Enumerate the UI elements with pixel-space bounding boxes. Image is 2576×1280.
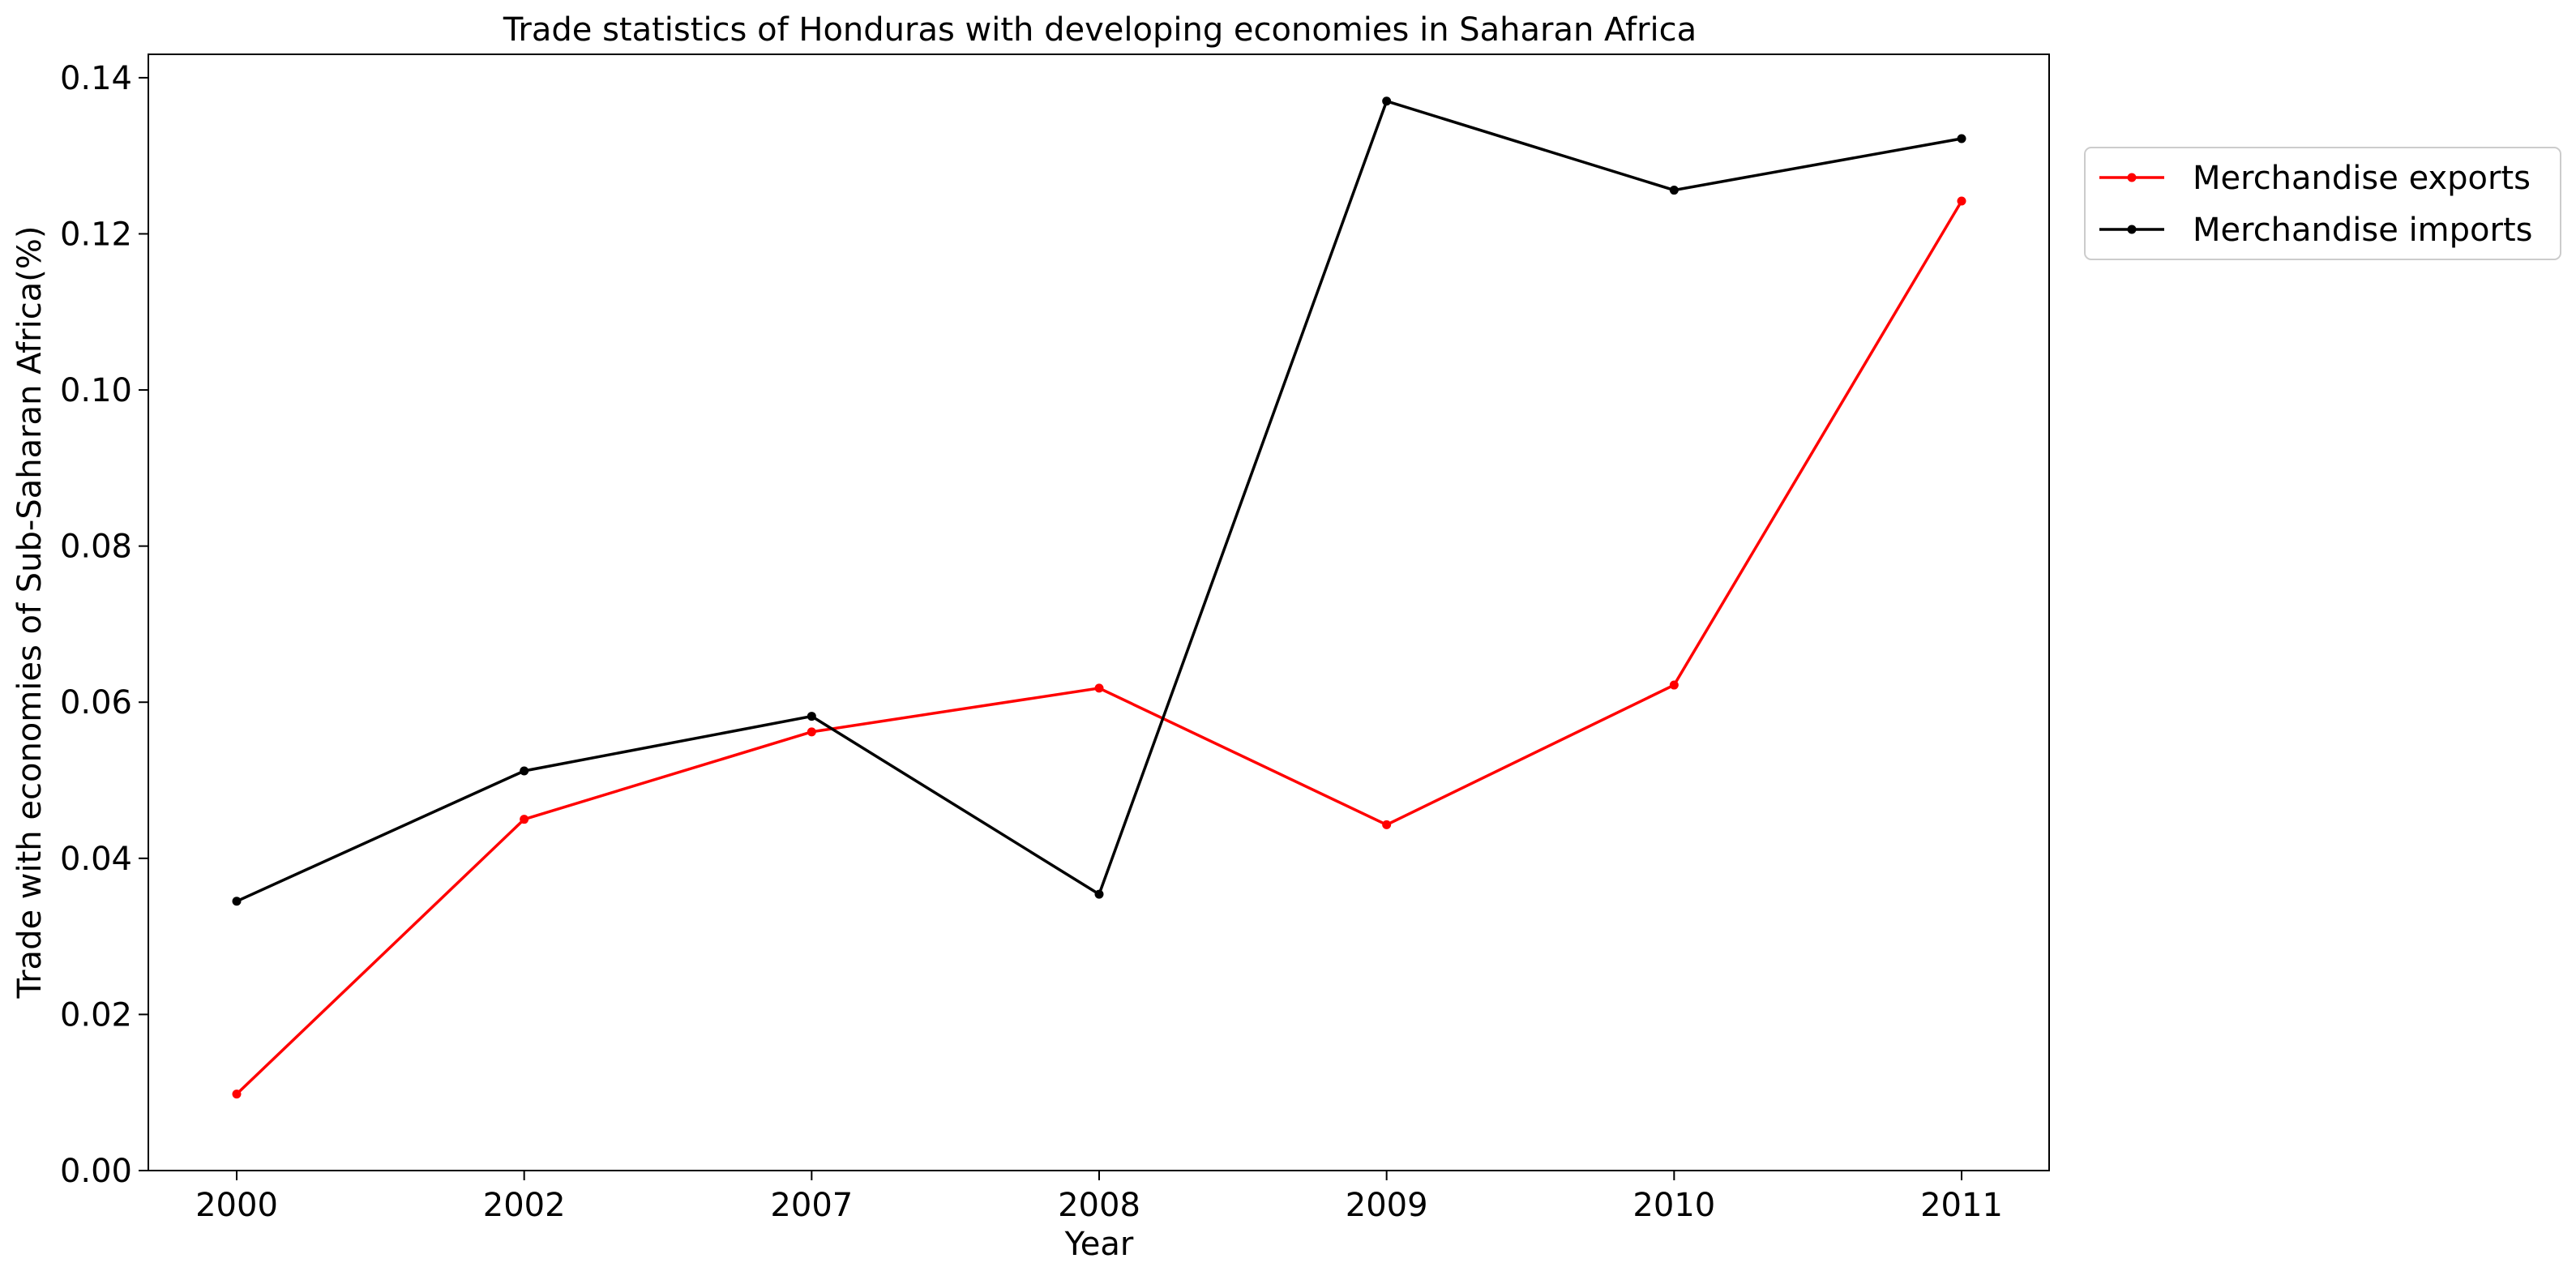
x-tick-label: 2002	[483, 1187, 566, 1224]
data-point-merchandise-imports	[520, 766, 529, 776]
legend-marker-merchandise-exports	[2127, 173, 2137, 182]
data-point-merchandise-imports	[1382, 96, 1392, 106]
data-point-merchandise-exports	[1957, 196, 1966, 206]
x-tick-label: 2010	[1632, 1187, 1715, 1224]
y-tick-label: 0.10	[60, 372, 132, 409]
data-point-merchandise-imports	[1094, 889, 1104, 899]
data-point-merchandise-exports	[1382, 820, 1392, 829]
data-point-merchandise-exports	[1094, 683, 1104, 693]
chart-title: Trade statistics of Honduras with develo…	[503, 11, 1697, 49]
x-axis: 2000 2002 2007 2008 2009 2010 2011	[195, 1171, 2003, 1224]
data-point-merchandise-exports	[520, 815, 529, 824]
data-point-merchandise-exports	[807, 727, 816, 737]
y-tick-label: 0.12	[60, 216, 132, 253]
data-point-merchandise-exports	[1669, 680, 1679, 690]
legend-marker-merchandise-imports	[2127, 225, 2137, 234]
legend-label-merchandise-exports: Merchandise exports	[2193, 160, 2531, 197]
y-tick-label: 0.00	[60, 1153, 132, 1190]
data-point-merchandise-imports	[1957, 134, 1966, 143]
legend-box	[2084, 147, 2561, 260]
y-axis-label: Trade with economies of Sub-Saharan Afri…	[11, 226, 49, 1000]
y-tick-label: 0.08	[60, 529, 132, 566]
data-point-merchandise-imports	[1669, 186, 1679, 195]
x-tick-label: 2008	[1058, 1187, 1140, 1224]
x-axis-label: Year	[1064, 1226, 1134, 1263]
data-point-merchandise-imports	[807, 712, 816, 721]
data-point-merchandise-exports	[232, 1089, 242, 1099]
x-tick-label: 2007	[770, 1187, 853, 1224]
x-tick-label: 2011	[1920, 1187, 2003, 1224]
legend: Merchandise exports Merchandise imports	[2084, 147, 2561, 260]
y-axis: 0.00 0.02 0.04 0.06 0.08 0.10 0.12 0.14	[60, 60, 148, 1190]
y-tick-label: 0.04	[60, 841, 132, 878]
x-tick-label: 2009	[1346, 1187, 1428, 1224]
legend-label-merchandise-imports: Merchandise imports	[2193, 212, 2532, 249]
x-tick-label: 2000	[195, 1187, 278, 1224]
data-point-merchandise-imports	[232, 897, 242, 906]
y-tick-label: 0.02	[60, 996, 132, 1034]
series-layer	[232, 96, 1966, 1099]
y-tick-label: 0.06	[60, 684, 132, 721]
y-tick-label: 0.14	[60, 60, 132, 97]
